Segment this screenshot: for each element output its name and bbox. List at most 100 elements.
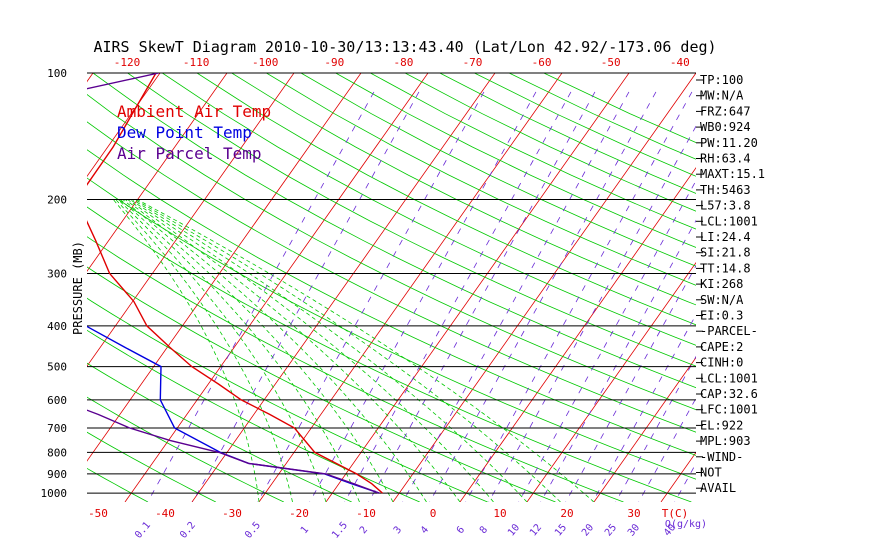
dry-adiabat-line (196, 73, 696, 326)
stat-value: EL:922 (700, 418, 743, 432)
dry-adiabat-line (474, 73, 696, 177)
mixing-ratio-line (638, 397, 696, 502)
pressure-tick-label: 300 (47, 267, 67, 280)
isotherm-line (325, 73, 630, 502)
mixing-ratio-tick-label: 20 (580, 522, 596, 538)
mixing-ratio-line (465, 89, 694, 502)
mixing-ratio-line (615, 355, 696, 502)
dry-adiabat-line (87, 149, 696, 456)
mixing-ratio-line (147, 89, 376, 502)
dry-adiabat-line (127, 73, 696, 367)
sounding-profiles (87, 73, 383, 494)
dry-adiabat-line (87, 121, 696, 433)
mixing-ratio-tick-label: 10 (506, 522, 522, 538)
dry-adiabat-line (87, 431, 216, 502)
isotherm-line (660, 451, 696, 502)
top-temp-tick-label: -70 (463, 56, 483, 69)
top-temp-tick-label: -90 (324, 56, 344, 69)
dry-adiabat-line (87, 94, 696, 411)
isotherm-line (258, 73, 563, 502)
bottom-temp-tick-label: 30 (627, 507, 640, 520)
stat-value: LFC:1001 (700, 403, 758, 417)
stat-value: TT:14.8 (700, 261, 751, 275)
mixing-ratio-tick-label: 25 (603, 522, 619, 538)
top-temp-tick-label: -60 (532, 56, 552, 69)
mixing-ratio-line (402, 89, 631, 502)
pressure-tick-label: 400 (47, 320, 67, 333)
legend-entry: Dew Point Temp (117, 123, 252, 142)
stat-value: MPL:903 (700, 434, 751, 448)
dry-adiabat-line (404, 73, 696, 212)
isotherm-line (593, 356, 696, 502)
bottom-temp-tick-label: -20 (289, 507, 309, 520)
mixing-ratio-line (429, 89, 658, 502)
isotherm-line (0, 64, 33, 502)
isotherm-line (87, 73, 161, 178)
mixing-ratio-line (368, 89, 597, 502)
stat-value: L57:3.8 (700, 199, 751, 213)
isotherm-line (191, 73, 496, 502)
mixing-ratio-line (257, 89, 486, 502)
stat-value: CAP:32.6 (700, 387, 758, 401)
isotherm-line (87, 73, 228, 272)
chart-title: AIRS SkewT Diagram 2010-10-30/13:13:43.4… (93, 38, 716, 56)
dry-adiabat-line (87, 362, 352, 502)
stat-value: CINH:0 (700, 356, 743, 370)
stat-value: KI:268 (700, 277, 743, 291)
stat-value: PW:11.20 (700, 136, 758, 150)
mixing-ratio-tick-label: 15 (553, 522, 569, 538)
stat-value: EI:0.3 (700, 309, 743, 323)
stat-value: SI:21.8 (700, 246, 751, 260)
pressure-tick-label: 200 (47, 193, 67, 206)
stat-value: LCL:1001 (700, 214, 758, 228)
isotherm-line (87, 73, 295, 367)
pressure-tick-label: 500 (47, 361, 67, 374)
stat-value: CAPE:2 (700, 340, 743, 354)
top-temp-tick-label: -120 (114, 56, 141, 69)
dry-adiabat-line (87, 177, 696, 480)
moist-adiabat-line (112, 199, 260, 502)
top-temp-tick-label: -50 (601, 56, 621, 69)
stat-value: WB0:924 (700, 120, 751, 134)
isobar-lines (87, 72, 696, 494)
isotherm-line (87, 73, 362, 462)
pressure-tick-label: 900 (47, 468, 67, 481)
dry-adiabat-line (87, 467, 149, 502)
background-grid (0, 64, 696, 502)
bottom-temp-tick-label: 20 (560, 507, 573, 520)
profile-ambient-air-temp (87, 73, 383, 494)
mixing-ratio-tick-label: 2 (358, 525, 370, 537)
stat-value: -WIND- (700, 450, 743, 464)
dry-adiabat-line (87, 297, 488, 502)
mixing-ratio-line (488, 125, 696, 502)
dry-adiabat-line (300, 73, 696, 267)
stat-value: SW:N/A (700, 293, 744, 307)
mixing-ratio-tick-label: 12 (528, 522, 544, 538)
mixing-ratio-tick-label: 8 (478, 525, 490, 537)
mixing-ratio-tick-label: 30 (626, 522, 642, 538)
top-temp-tick-label: -100 (252, 56, 279, 69)
legend: Ambient Air Temp Dew Point Temp Air Parcel… (117, 102, 271, 163)
mixing-ratio-tick-label: 1 (299, 525, 311, 537)
dry-adiabat-line (92, 73, 696, 389)
mixing-ratio-line (192, 89, 421, 502)
moist-adiabat-line (122, 199, 394, 502)
mixing-ratio-unit-label: Q(g/kg) (665, 519, 707, 530)
bottom-temp-tick-label: 0 (430, 507, 437, 520)
mixing-ratio-line (540, 219, 696, 502)
pressure-tick-label: 800 (47, 446, 67, 459)
pressure-tick-label: 1000 (41, 487, 68, 500)
pressure-tick-label: 700 (47, 422, 67, 435)
mixing-ratio-line (344, 89, 573, 502)
dry-adiabat-line (370, 73, 696, 230)
stat-value: FRZ:647 (700, 104, 751, 118)
mixing-ratio-tick-label: 3 (392, 525, 404, 537)
stat-value: MW:N/A (700, 89, 744, 103)
moist-adiabat-line (137, 199, 595, 502)
mixing-ratio-line (592, 313, 696, 502)
mixing-ratio-tick-label: 0.2 (178, 520, 198, 541)
stat-value: LI:24.4 (700, 230, 751, 244)
moist-adiabat-line (129, 199, 494, 502)
moist-adiabat-line (134, 199, 561, 502)
